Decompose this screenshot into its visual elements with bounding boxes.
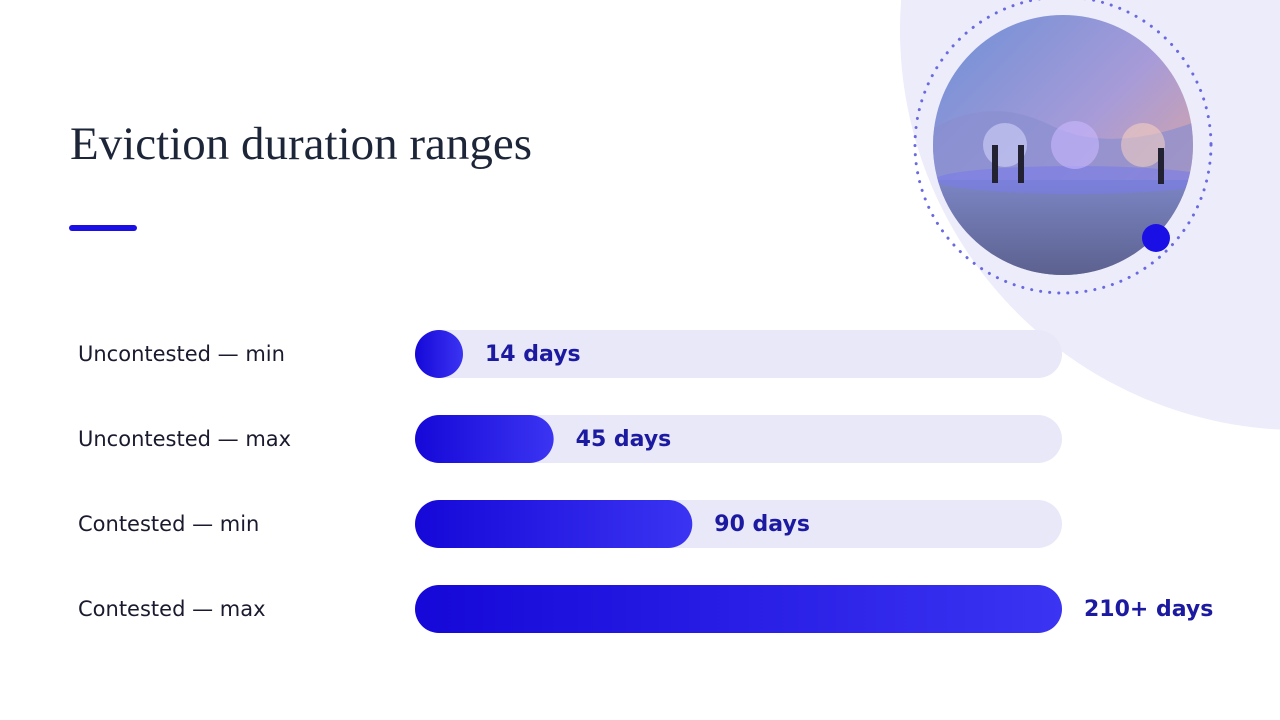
- value-label: 45 days: [576, 427, 672, 452]
- title-underline: [69, 225, 137, 231]
- value-label: 210+ days: [1084, 597, 1213, 622]
- chart-title: Eviction duration ranges: [70, 118, 532, 170]
- bar: [415, 585, 1062, 633]
- bar-chart: Uncontested — min 14 days Uncontested — ma…: [78, 330, 1213, 633]
- category-label: Uncontested — max: [78, 427, 291, 451]
- bar: [415, 500, 693, 548]
- value-label: 90 days: [714, 512, 810, 537]
- bar: [415, 330, 463, 378]
- category-label: Uncontested — min: [78, 342, 285, 366]
- bar-track: [415, 415, 1062, 463]
- bar: [415, 415, 554, 463]
- dotted-ring: [913, 0, 1213, 295]
- value-label: 14 days: [485, 342, 581, 367]
- bar-track: [415, 330, 1062, 378]
- category-label: Contested — min: [78, 512, 259, 536]
- category-label: Contested — max: [78, 597, 266, 621]
- accent-dot: [1142, 224, 1170, 252]
- illustration: [933, 15, 1193, 275]
